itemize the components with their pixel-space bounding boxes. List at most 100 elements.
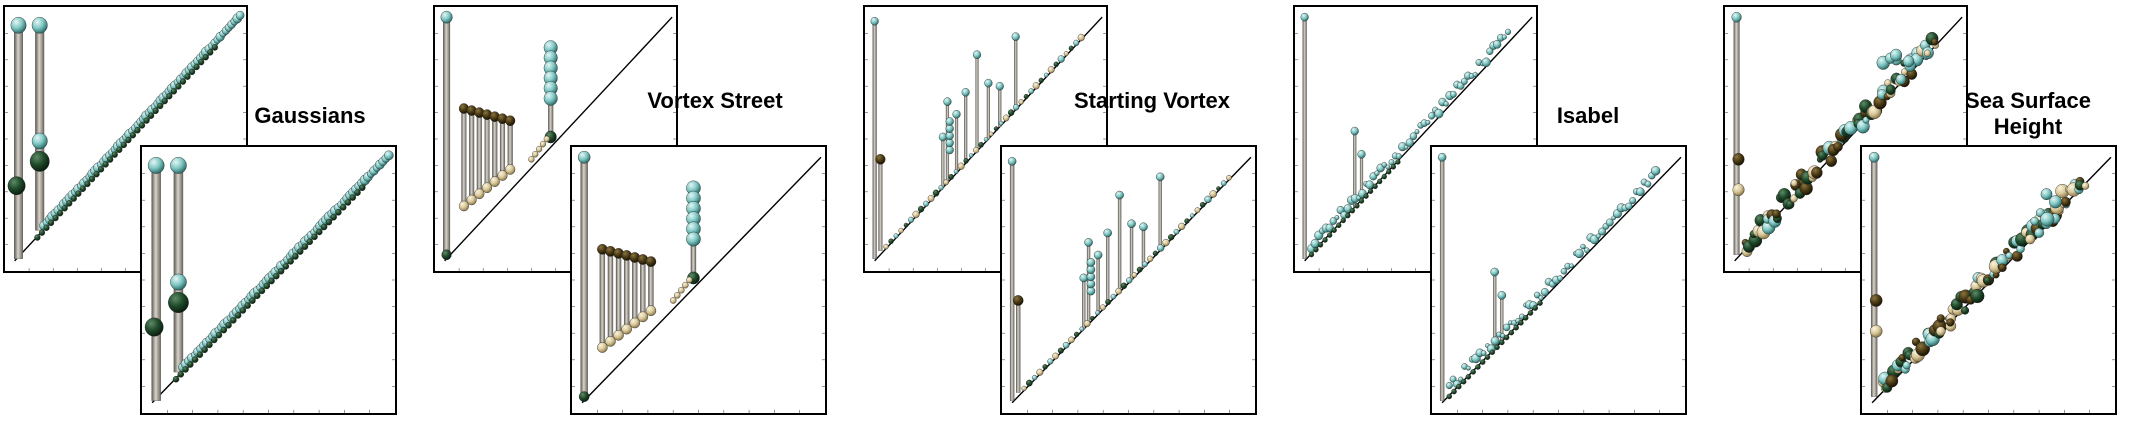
persistence-sphere <box>179 78 187 85</box>
persistence-sphere <box>645 305 657 317</box>
persistence-pillar <box>878 159 883 251</box>
persistence-sphere <box>182 366 189 373</box>
persistence-sphere <box>1178 222 1186 231</box>
persistence-sphere <box>945 117 954 126</box>
persistence-sphere <box>1825 155 1837 167</box>
persistence-sphere <box>1031 374 1038 381</box>
persistence-sphere <box>187 361 194 368</box>
persistence-sphere <box>1869 324 1883 338</box>
persistence-sphere <box>1052 352 1059 360</box>
persistence-sphere <box>543 135 550 143</box>
persistence-sphere <box>1484 354 1491 360</box>
persistence-pillar <box>964 92 968 164</box>
persistence-sphere <box>306 238 313 246</box>
persistence-sphere <box>268 277 275 285</box>
persistence-sphere <box>1131 272 1138 278</box>
persistence-sphere <box>1057 55 1065 63</box>
persistence-sphere <box>1349 207 1356 214</box>
persistence-sphere <box>320 223 328 231</box>
persistence-sphere <box>1162 238 1170 247</box>
persistence-sphere <box>1540 288 1549 297</box>
persistence-sphere <box>1216 186 1221 191</box>
persistence-sphere <box>1310 238 1320 249</box>
persistence-sphere <box>1079 273 1089 283</box>
persistence-diagram-plot <box>1862 151 2115 413</box>
persistence-sphere <box>29 150 50 172</box>
persistence-diagram-plot <box>5 10 246 271</box>
persistence-sphere <box>2040 212 2055 227</box>
persistence-sphere <box>1569 263 1574 269</box>
persistence-sphere <box>1068 45 1074 51</box>
persistence-sphere <box>932 189 940 197</box>
persistence-sphere <box>621 323 632 335</box>
persistence-sphere <box>70 195 77 202</box>
persistence-sphere <box>1007 157 1017 166</box>
persistence-sphere <box>1381 173 1387 180</box>
persistence-sphere <box>157 102 164 110</box>
persistence-sphere <box>1043 72 1049 78</box>
persistence-sphere <box>1308 251 1315 258</box>
persistence-sphere <box>207 49 214 56</box>
persistence-sphere <box>170 88 177 95</box>
persistence-pillar <box>1016 300 1021 393</box>
persistence-sphere <box>1336 222 1342 229</box>
persistence-sphere <box>1527 310 1534 316</box>
persistence-sphere <box>1732 183 1745 197</box>
persistence-sphere <box>1936 314 1945 323</box>
persistence-sphere <box>1502 323 1511 332</box>
persistence-sphere <box>168 292 189 313</box>
persistence-sphere <box>1475 364 1481 370</box>
persistence-sphere <box>1329 217 1337 225</box>
persistence-sphere <box>2049 195 2062 209</box>
persistence-sphere <box>1062 341 1070 349</box>
persistence-sphere <box>993 126 999 132</box>
persistence-sphere <box>1731 11 1742 23</box>
persistence-sphere <box>943 97 952 106</box>
persistence-sphere <box>1451 388 1457 395</box>
persistence-sphere <box>2060 196 2071 207</box>
persistence-sphere <box>1021 385 1027 392</box>
persistence-sphere <box>1629 197 1637 204</box>
persistence-sphere <box>1032 82 1040 90</box>
persistence-sphere <box>1374 170 1380 176</box>
persistence-sphere <box>292 253 299 260</box>
persistence-sphere <box>1465 374 1472 380</box>
persistence-sphere <box>1518 320 1524 326</box>
persistence-sphere <box>605 336 616 347</box>
persistence-diagram-plot <box>1295 12 1536 271</box>
persistence-sphere <box>166 92 173 100</box>
persistence-sphere <box>1481 57 1491 68</box>
persistence-sphere <box>1358 198 1365 204</box>
panel-isabel: Isabel <box>1290 0 1720 421</box>
persistence-sphere <box>1650 166 1661 176</box>
persistence-sphere <box>206 341 213 349</box>
persistence-sphere <box>1086 279 1096 289</box>
persistence-sphere <box>107 156 114 163</box>
persistence-sphere <box>31 132 48 150</box>
persistence-sphere <box>79 185 86 193</box>
persistence-pillar <box>580 157 588 397</box>
persistence-sphere <box>161 97 168 105</box>
persistence-sphere <box>1449 375 1457 383</box>
persistence-sphere <box>1428 112 1436 120</box>
persistence-sphere <box>988 131 994 137</box>
persistence-sphere <box>1817 150 1828 161</box>
persistence-sphere <box>1115 190 1124 200</box>
persistence-sphere <box>908 216 914 223</box>
persistence-sphere <box>1499 339 1505 346</box>
persistence-sphere <box>629 317 641 329</box>
panel-label: Vortex Street <box>647 88 783 113</box>
persistence-sphere <box>1350 126 1359 136</box>
persistence-sphere <box>973 146 980 154</box>
persistence-sphere <box>686 231 701 247</box>
panel-starting-vortex: Starting Vortex <box>860 0 1290 421</box>
persistence-sphere <box>1902 55 1915 68</box>
persistence-sphere <box>1409 132 1418 141</box>
persistence-sphere <box>1317 242 1324 248</box>
persistence-sphere <box>225 321 232 329</box>
persistence-sphere <box>7 176 26 196</box>
persistence-sphere <box>1472 71 1478 78</box>
panel-label: Sea Surface Height <box>1965 88 2091 139</box>
persistence-pillar <box>1009 161 1015 401</box>
persistence-sphere <box>57 209 64 217</box>
